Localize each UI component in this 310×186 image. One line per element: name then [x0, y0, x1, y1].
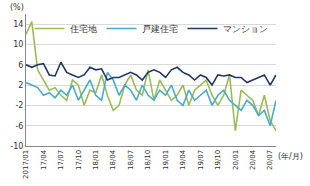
svg-text:14: 14: [13, 20, 23, 29]
svg-text:18/01: 18/01: [92, 150, 100, 170]
svg-text:-2: -2: [15, 101, 23, 110]
svg-text:(%): (%): [10, 3, 24, 12]
svg-text:17/07: 17/07: [57, 150, 65, 170]
svg-text:(年/月): (年/月): [278, 152, 303, 161]
svg-text:-10: -10: [10, 142, 23, 151]
svg-text:2: 2: [18, 81, 23, 90]
svg-text:17/04: 17/04: [40, 149, 48, 170]
svg-text:-6: -6: [15, 121, 23, 130]
svg-text:20/07: 20/07: [266, 150, 274, 170]
svg-text:マンション: マンション: [223, 24, 268, 34]
svg-text:18/04: 18/04: [109, 149, 117, 170]
svg-text:20/04: 20/04: [249, 149, 257, 170]
svg-text:2017/01: 2017/01: [22, 150, 30, 179]
svg-text:19/01: 19/01: [162, 150, 170, 170]
svg-text:19/10: 19/10: [214, 150, 222, 170]
svg-text:19/04: 19/04: [179, 149, 187, 170]
svg-text:戸建住宅: 戸建住宅: [142, 24, 178, 34]
svg-text:6: 6: [18, 61, 23, 70]
svg-text:18/07: 18/07: [127, 150, 135, 170]
svg-text:10: 10: [13, 40, 23, 49]
svg-text:20/01: 20/01: [232, 150, 240, 170]
svg-text:17/10: 17/10: [75, 150, 83, 170]
svg-text:18/10: 18/10: [144, 150, 152, 170]
svg-text:住宅地: 住宅地: [70, 24, 97, 34]
svg-text:19/07: 19/07: [197, 150, 205, 170]
